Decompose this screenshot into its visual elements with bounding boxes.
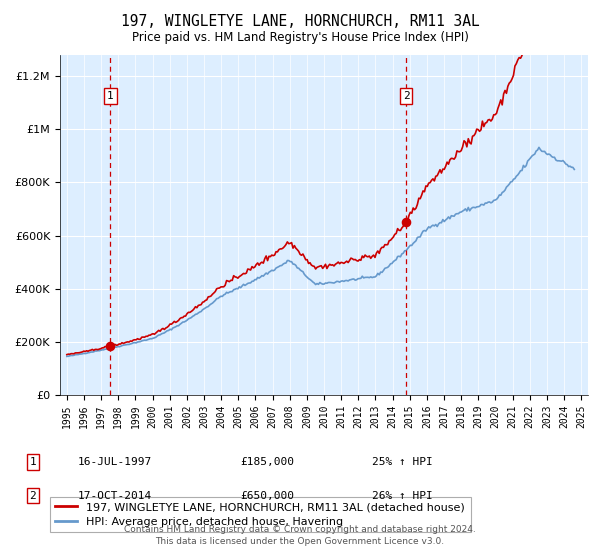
Text: 17-OCT-2014: 17-OCT-2014 [78,491,152,501]
Text: Price paid vs. HM Land Registry's House Price Index (HPI): Price paid vs. HM Land Registry's House … [131,31,469,44]
Point [401,218,411,227]
Point [106,342,115,351]
Text: 2: 2 [29,491,37,501]
Text: 1: 1 [29,457,37,467]
Text: 2: 2 [403,91,409,101]
Text: Contains HM Land Registry data © Crown copyright and database right 2024.
This d: Contains HM Land Registry data © Crown c… [124,525,476,546]
Text: 197, WINGLETYE LANE, HORNCHURCH, RM11 3AL: 197, WINGLETYE LANE, HORNCHURCH, RM11 3A… [121,14,479,29]
Legend: 197, WINGLETYE LANE, HORNCHURCH, RM11 3AL (detached house), HPI: Average price, : 197, WINGLETYE LANE, HORNCHURCH, RM11 3A… [50,497,470,532]
Text: 1: 1 [107,91,114,101]
Text: £650,000: £650,000 [240,491,294,501]
Text: £185,000: £185,000 [240,457,294,467]
Text: 16-JUL-1997: 16-JUL-1997 [78,457,152,467]
Text: 26% ↑ HPI: 26% ↑ HPI [372,491,433,501]
Text: 25% ↑ HPI: 25% ↑ HPI [372,457,433,467]
